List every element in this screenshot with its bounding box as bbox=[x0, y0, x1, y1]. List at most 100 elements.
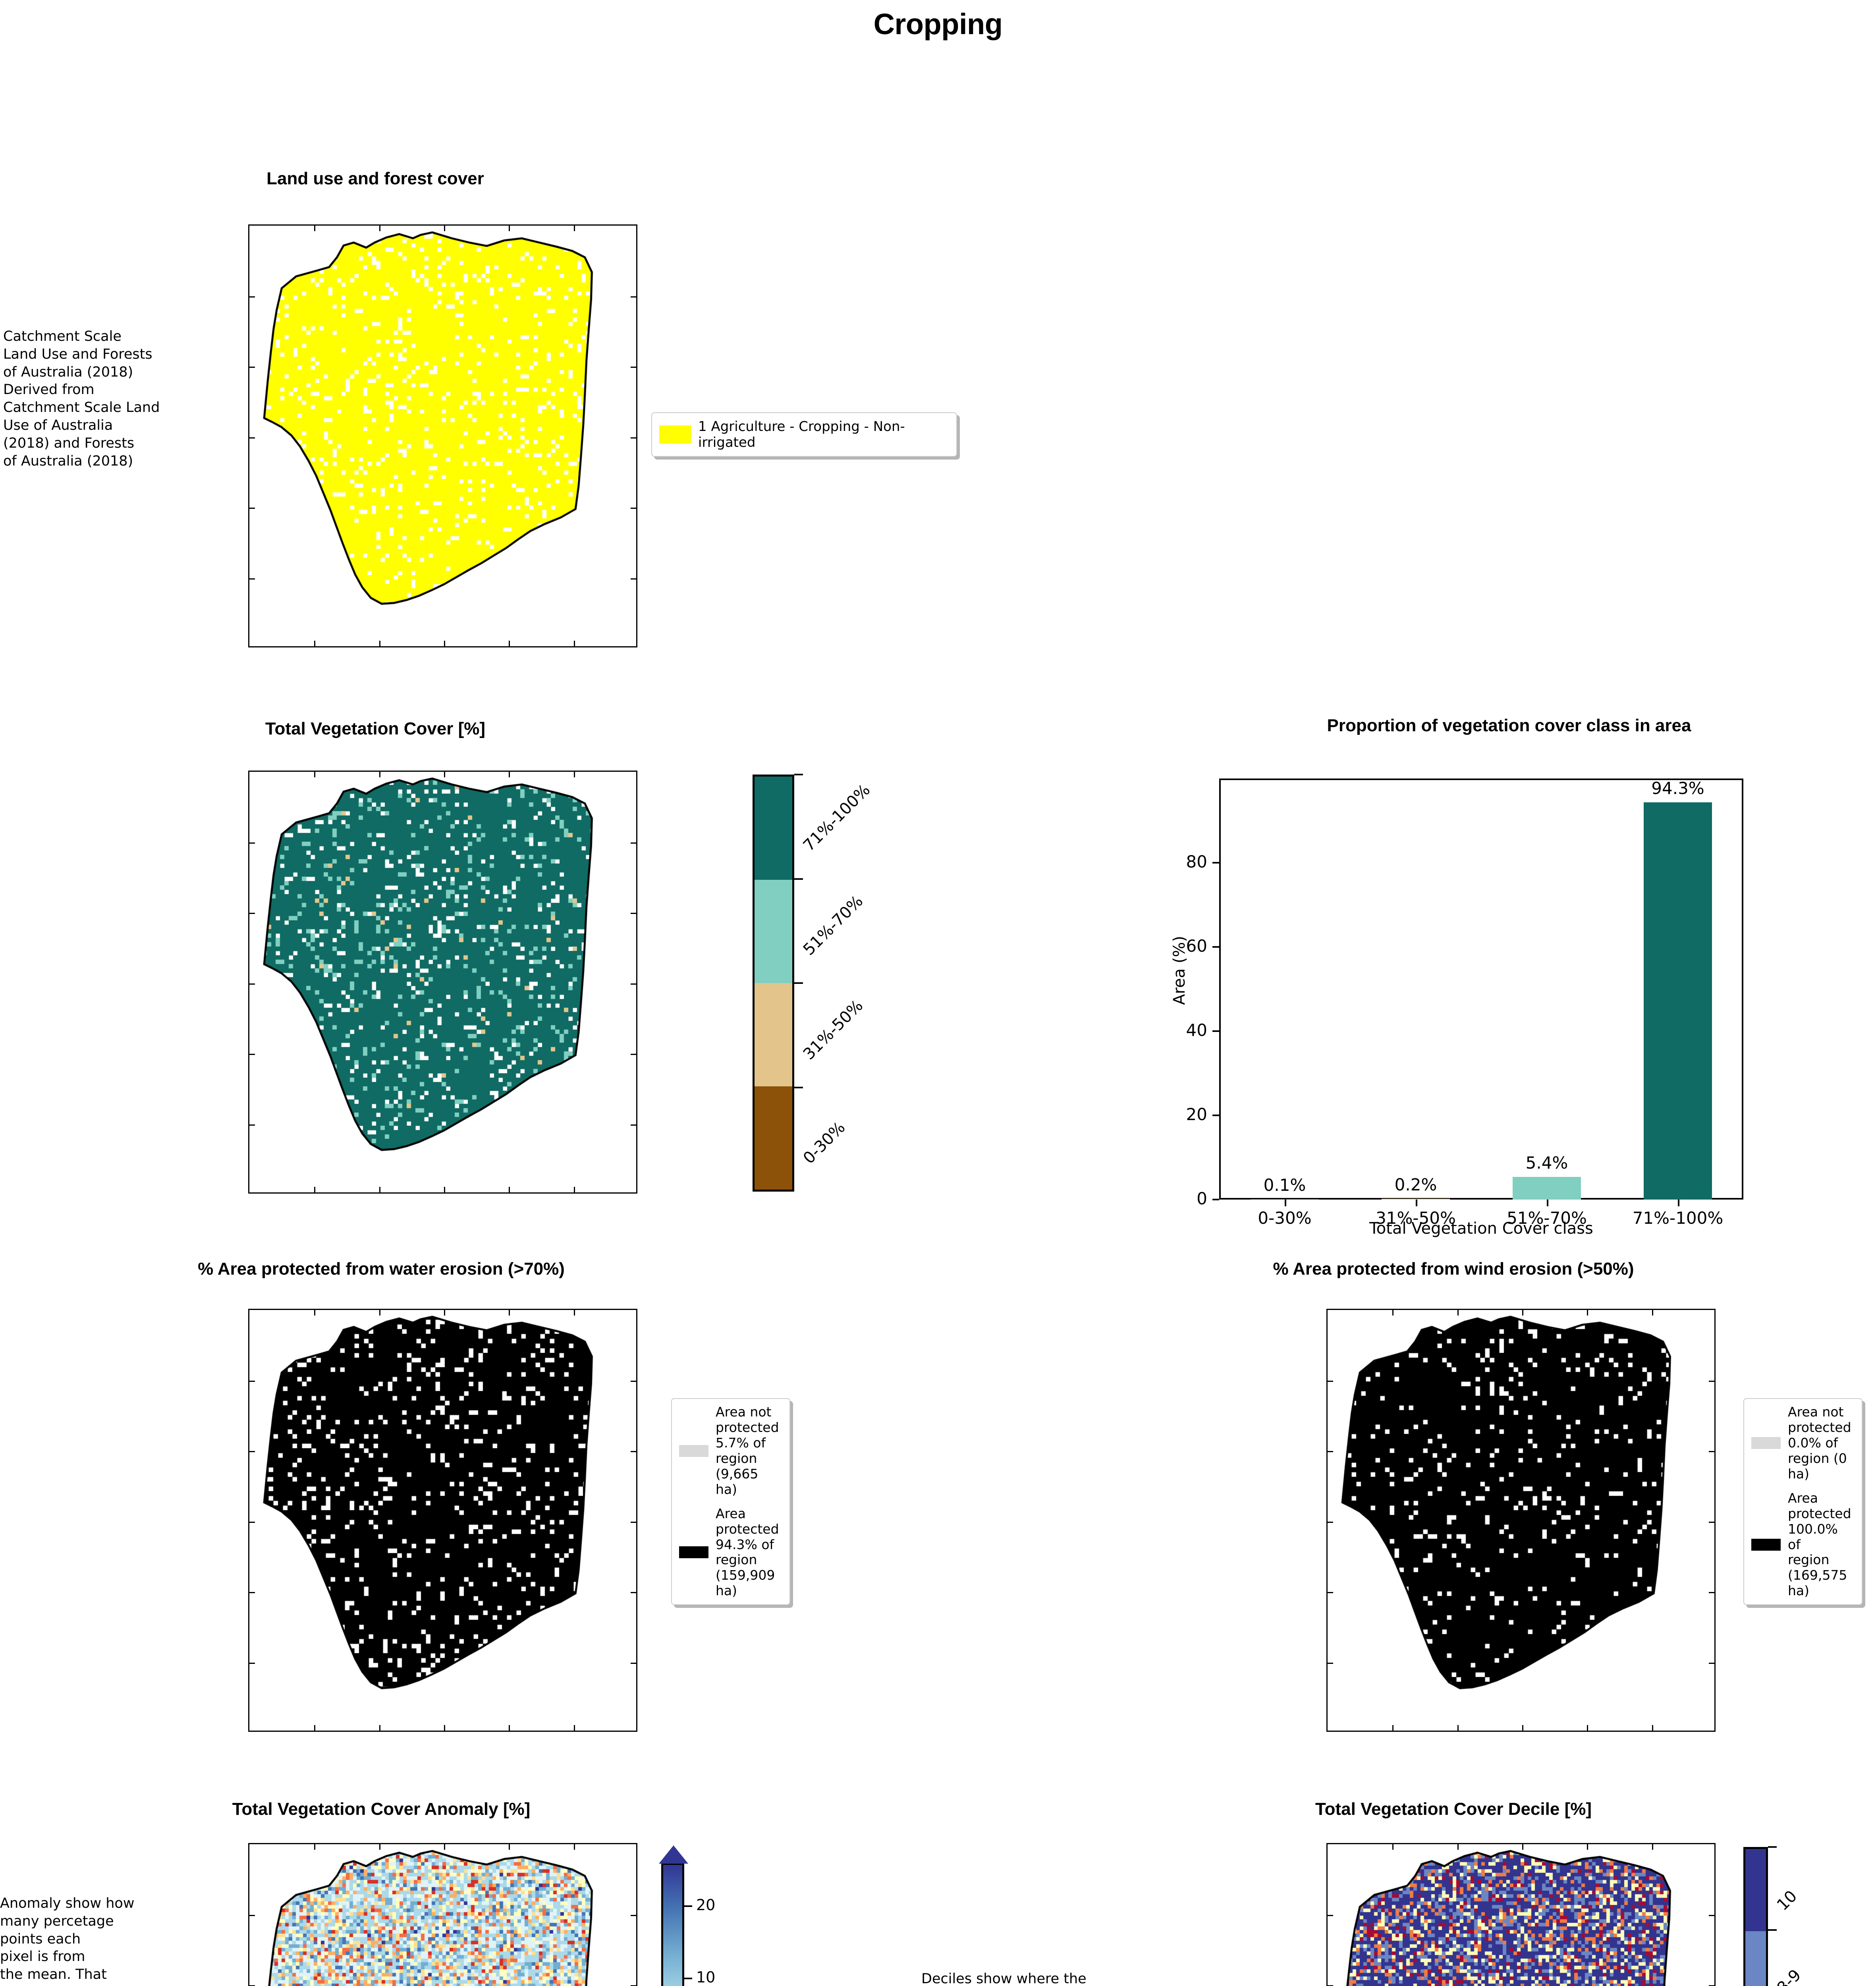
colorbar-segment bbox=[755, 777, 792, 880]
bar[interactable] bbox=[1513, 1177, 1581, 1200]
map-axis-tick bbox=[1328, 1380, 1333, 1382]
cropping-color-swatch bbox=[659, 425, 691, 444]
map-axis-tick bbox=[509, 772, 510, 777]
chart-y-axis-label: Area (%) bbox=[1170, 936, 1189, 1005]
y-axis-tick-label: 40 bbox=[1186, 1020, 1207, 1040]
x-axis-tick-label: 71%-100% bbox=[1632, 1208, 1724, 1228]
colorbar-tick bbox=[1768, 1846, 1777, 1848]
colorbar-tick bbox=[1768, 1929, 1777, 1931]
x-axis-tick-label: 31%-50% bbox=[1376, 1208, 1456, 1228]
colorbar-segment bbox=[755, 1086, 792, 1190]
y-axis-tick bbox=[1212, 1199, 1219, 1200]
map-axis-tick bbox=[631, 1985, 636, 1986]
map-axis-tick bbox=[444, 1187, 445, 1192]
map-water-erosion[interactable] bbox=[248, 1309, 637, 1732]
map-axis-tick bbox=[1457, 1844, 1459, 1850]
map-axis-tick bbox=[631, 296, 636, 298]
map-axis-tick bbox=[509, 641, 510, 646]
wind-erosion-legend: Area not protected 0.0% of region (0 ha)… bbox=[1743, 1398, 1862, 1605]
map-axis-tick bbox=[444, 1844, 445, 1850]
map-axis-tick bbox=[1587, 1844, 1588, 1850]
vegetation-proportion-chart: Proportion of vegetation cover class in … bbox=[1152, 707, 1866, 1239]
colorbar-segment bbox=[755, 880, 792, 983]
colorbar-label: 31%-50% bbox=[799, 996, 867, 1064]
map-axis-tick bbox=[249, 1662, 255, 1664]
map-axis-tick bbox=[631, 1521, 636, 1523]
map-axis-tick bbox=[509, 1725, 510, 1731]
land-use-source-note: Catchment Scale Land Use and Forests of … bbox=[3, 328, 160, 469]
map-axis-tick bbox=[249, 1592, 255, 1593]
not-protected-label: Area not protected 5.7% of region (9,665… bbox=[716, 1404, 779, 1497]
y-axis-tick-label: 0 bbox=[1197, 1189, 1207, 1208]
map-axis-tick bbox=[631, 913, 636, 914]
y-axis-tick bbox=[1212, 1030, 1219, 1032]
protected-color-swatch bbox=[679, 1546, 708, 1559]
map-vegetation-anomaly[interactable] bbox=[248, 1843, 637, 1986]
map-axis-tick bbox=[573, 641, 575, 646]
map-axis-tick bbox=[379, 226, 380, 231]
map-axis-tick bbox=[509, 226, 510, 231]
map-axis-tick bbox=[249, 1054, 255, 1055]
legend-item-not-protected: Area not protected 0.0% of region (0 ha) bbox=[1751, 1404, 1855, 1482]
map-axis-tick bbox=[1709, 1592, 1714, 1593]
x-axis-tick bbox=[1416, 1200, 1417, 1206]
colorbar-segment bbox=[1745, 1931, 1766, 1986]
water-erosion-legend: Area not protected 5.7% of region (9,665… bbox=[671, 1398, 790, 1605]
map-axis-tick bbox=[1328, 1915, 1333, 1916]
page-title: Cropping bbox=[873, 8, 1003, 41]
anomaly-colorbar bbox=[661, 1863, 684, 1986]
map-axis-tick bbox=[249, 913, 255, 914]
bar-value-label: 94.3% bbox=[1651, 779, 1704, 798]
colorbar-tick bbox=[794, 774, 803, 775]
vegetation-cover-colorbar bbox=[753, 775, 794, 1192]
colorbar-label: 20 bbox=[696, 1896, 716, 1914]
map-axis-tick bbox=[1652, 1844, 1653, 1850]
land-use-legend: 1 Agriculture - Cropping - Non-irrigated bbox=[651, 412, 957, 457]
y-axis-tick-label: 60 bbox=[1186, 936, 1207, 956]
map-axis-tick bbox=[1652, 1725, 1653, 1731]
bar[interactable] bbox=[1382, 1198, 1450, 1200]
legend-item-not-protected: Area not protected 5.7% of region (9,665… bbox=[679, 1404, 782, 1497]
colorbar-tick bbox=[684, 1977, 692, 1979]
cropping-legend-label: 1 Agriculture - Cropping - Non-irrigated bbox=[698, 419, 905, 451]
map-axis-tick bbox=[573, 1844, 575, 1850]
bar-value-label: 0.2% bbox=[1394, 1175, 1437, 1194]
map-axis-tick bbox=[1392, 1725, 1394, 1731]
map-axis-tick bbox=[1328, 1521, 1333, 1523]
map-axis-tick bbox=[631, 1124, 636, 1126]
y-axis-tick bbox=[1212, 946, 1219, 948]
map-axis-tick bbox=[379, 772, 380, 777]
colorbar-label: 10 bbox=[1773, 1887, 1801, 1914]
map-axis-tick bbox=[1328, 1662, 1333, 1664]
map-axis-tick bbox=[1587, 1310, 1588, 1316]
bar[interactable] bbox=[1251, 1199, 1319, 1200]
bar[interactable] bbox=[1644, 802, 1712, 1200]
colorbar-segment bbox=[755, 983, 792, 1086]
map-axis-tick bbox=[631, 578, 636, 580]
map-wind-erosion[interactable] bbox=[1326, 1309, 1716, 1732]
map-axis-tick bbox=[631, 367, 636, 368]
map-axis-tick bbox=[314, 1310, 316, 1316]
map-axis-tick bbox=[249, 367, 255, 368]
map-axis-tick bbox=[249, 842, 255, 844]
map-axis-tick bbox=[1652, 1310, 1653, 1316]
map-axis-tick bbox=[249, 1915, 255, 1916]
map-axis-tick bbox=[631, 1054, 636, 1055]
map-axis-tick bbox=[573, 1187, 575, 1192]
map-axis-tick bbox=[1709, 1451, 1714, 1452]
map-axis-tick bbox=[249, 1124, 255, 1126]
map-vegetation-decile[interactable] bbox=[1326, 1843, 1716, 1986]
map-axis-tick bbox=[379, 1725, 380, 1731]
map-total-vegetation-cover[interactable] bbox=[248, 771, 637, 1194]
y-axis-tick-label: 80 bbox=[1186, 852, 1207, 871]
map-axis-tick bbox=[249, 437, 255, 439]
map-axis-tick bbox=[631, 842, 636, 844]
map-axis-tick bbox=[631, 1380, 636, 1382]
panel-title-water-erosion: % Area protected from water erosion (>70… bbox=[198, 1259, 565, 1279]
map-land-use[interactable] bbox=[248, 224, 637, 647]
map-axis-tick bbox=[314, 1844, 316, 1850]
map-axis-tick bbox=[1709, 1662, 1714, 1664]
map-axis-tick bbox=[1328, 1592, 1333, 1593]
decile-explanation-note: Deciles show where the pixel value lies … bbox=[921, 1971, 1087, 1986]
